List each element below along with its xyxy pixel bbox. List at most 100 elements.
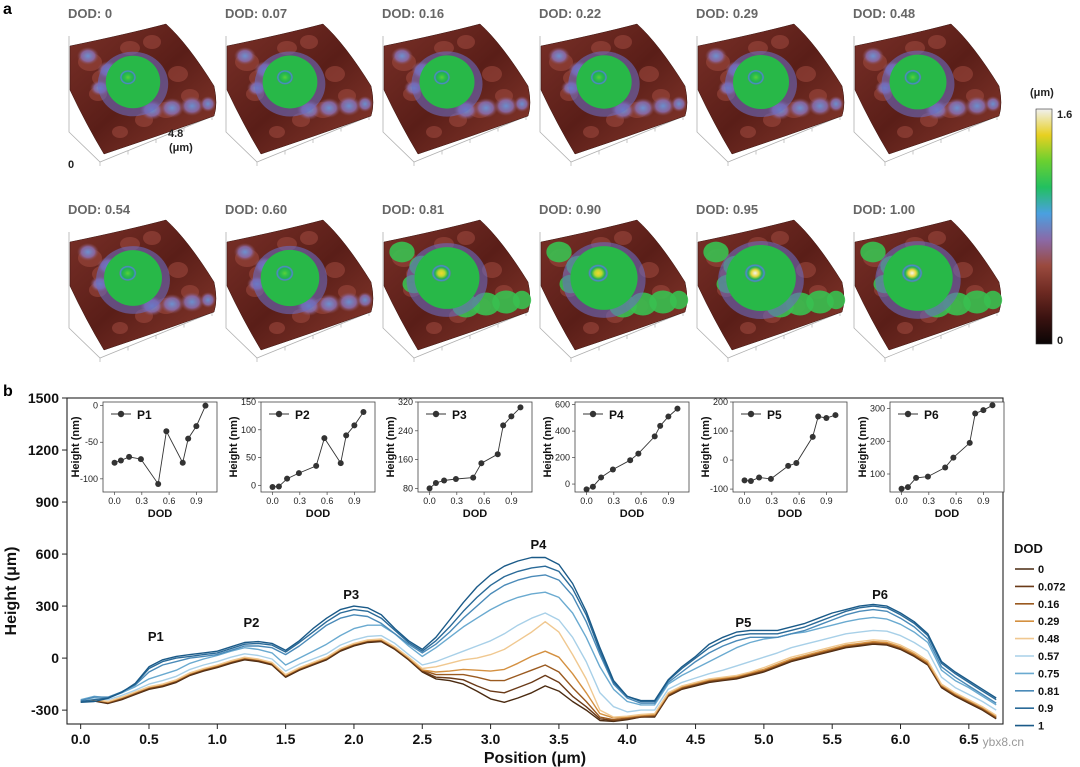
legend-title: DOD [1014,541,1043,556]
surface-ridge [77,47,99,65]
surface-ridge [200,96,216,112]
inset-point [598,474,605,481]
surface-bump [953,66,973,82]
x-tick-label: 6.5 [959,731,979,747]
map-axis-size-unit: (μm) [169,142,193,154]
x-tick-label: 6.0 [891,731,911,747]
inset-x-label: DOD [463,508,488,520]
surface-bump [482,66,502,82]
inset-x-tick-label: 0.9 [662,496,675,506]
inset-P6: 0.0 0.3 0.6 0.9 100 200 300 DOD Height (nm) P6 [857,401,1005,520]
inset-point [924,473,931,480]
inset-point [966,439,973,446]
surface-ridge [234,47,256,65]
peak-label: P2 [244,615,260,630]
inset-point [674,405,681,412]
blob-peak [110,255,152,293]
map-title: DOD: 0.81 [382,202,444,217]
y-tick-label: 1200 [28,442,59,458]
surface-ridge [548,47,570,65]
map-axis-frame [853,36,999,163]
inset-point [202,402,209,409]
map-axis-frame [696,232,842,359]
surface-bump [168,66,188,82]
inset-legend-label: P4 [609,408,624,422]
series-line-dod-0.81 [80,574,997,704]
inset-line [114,405,206,486]
surface-ridge [983,290,1003,310]
surface-bump [168,262,188,278]
surface-bump [325,66,345,82]
inset-point [832,412,839,419]
afm-map: DOD: 0.81 [382,202,532,362]
inset-y-tick-label: 320 [398,397,413,407]
inset-legend-marker [117,410,125,418]
surface-ridge [77,243,99,261]
surface-ridge [985,96,1001,112]
inset-point [500,422,507,429]
series-line-dod-0.48 [80,621,997,718]
inset-point [508,413,515,420]
watermark: ybx8.cn [983,735,1024,749]
colorbar-unit: (μm) [1030,87,1054,99]
inset-x-tick-label: 0.3 [608,496,621,506]
surface-ridge [494,96,518,116]
inset-P2: 0.0 0.3 0.6 0.9 0 50 100 150 DOD Height (nm) P2 [228,397,376,520]
surface-ridge [512,290,532,310]
inset-x-tick-label: 0.6 [950,496,963,506]
legend: DOD 0 0.072 0.16 0.29 0.48 0.57 0.75 0.81 0.9 1 [1014,541,1066,733]
legend-label: 0.75 [1038,668,1059,680]
surface-bump [269,322,285,334]
afm-map: DOD: 0.48 [853,6,1002,166]
inset-x-label: DOD [778,508,803,520]
x-tick-label: 5.5 [822,731,842,747]
inset-P5: 0.0 0.3 0.6 0.9 -100 0 100 200 DOD Height (nm) P5 [700,397,848,520]
inset-point [627,457,634,464]
map-axis-frame [225,232,371,359]
inset-x-tick-label: 0.3 [766,496,779,506]
series-line-dod-0 [80,640,997,723]
inset-y-tick-label: 160 [398,455,413,465]
surface-ridge [317,294,341,314]
map-title: DOD: 0.54 [68,202,131,217]
surface-ridge [180,96,204,116]
surface-ridge [945,98,969,118]
inset-x-tick-label: 0.3 [923,496,936,506]
surface-ridge [788,98,812,118]
inset-x-tick-label: 0.0 [108,496,121,506]
surface-ridge [474,98,498,118]
map-title: DOD: 0.90 [539,202,601,217]
inset-point [360,409,367,415]
inset-legend-marker [275,410,283,418]
surface-bump [897,126,913,138]
inset-x-tick-label: 0.0 [580,496,593,506]
blob-peak [422,253,468,295]
inset-point [767,475,774,482]
inset-point [163,428,170,435]
surface-bump [269,126,285,138]
blob-peak [582,60,622,96]
inset-x-tick-label: 0.6 [478,496,491,506]
inset-x-tick-label: 0.6 [635,496,648,506]
inset-y-label: Height (nm) [70,416,82,477]
legend-label: 1 [1038,721,1044,733]
peak-label: P1 [148,629,164,644]
surface-ridge [546,241,572,263]
inset-point [185,435,192,442]
inset-y-tick-label: 0 [93,401,98,411]
inset-P3: 0.0 0.3 0.6 0.9 80 160 240 320 DOD Height (nm) P3 [385,397,533,520]
peak-label: P5 [735,615,751,630]
inset-y-tick-label: 100 [713,426,728,436]
inset-x-tick-label: 0.6 [321,496,334,506]
inset-point [432,480,439,486]
inset-y-label: Height (nm) [857,416,869,477]
inset-legend-label: P3 [452,408,467,422]
surface-bump [928,35,946,49]
legend-label: 0.29 [1038,616,1059,628]
inset-point [494,451,501,458]
inset-point [972,410,979,417]
x-tick-label: 3.0 [481,731,501,747]
inset-x-label: DOD [620,508,645,520]
map-axis-frame [853,232,999,359]
